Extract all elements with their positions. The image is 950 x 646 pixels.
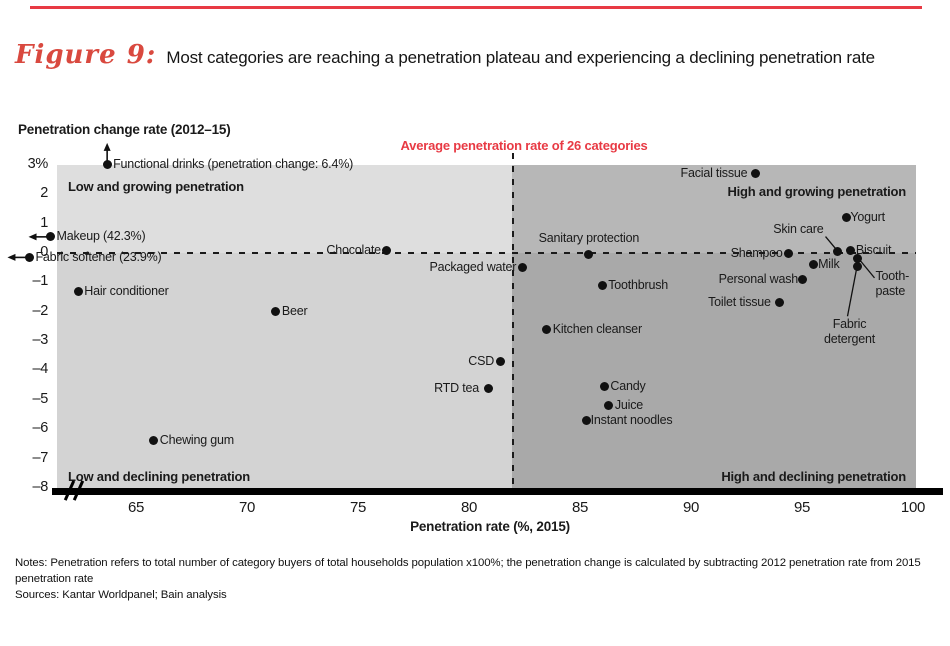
point-label-facial-tissue: Facial tissue xyxy=(680,166,748,181)
point-label-instant-noodles: Instant noodles xyxy=(590,412,673,427)
x-tick-90: 90 xyxy=(682,499,700,516)
y-tick--3: –3 xyxy=(32,332,48,349)
quadrant-high-growing xyxy=(512,165,916,253)
x-tick-80: 80 xyxy=(460,499,478,516)
point-dot-instant-noodles xyxy=(582,415,592,425)
point-dot-makeup xyxy=(46,232,56,242)
quadrant-low-growing xyxy=(57,165,512,253)
point-dot-csd xyxy=(495,357,505,367)
point-dot-shampoo xyxy=(784,248,794,258)
zero-change-dashed-line xyxy=(57,252,916,254)
y-tick--8: –8 xyxy=(32,478,48,495)
average-line-label: Average penetration rate of 26 categorie… xyxy=(400,138,648,153)
y-tick-3: 3% xyxy=(27,155,49,172)
point-label-toothpaste: Tooth- paste xyxy=(875,268,910,298)
y-tick-0: 0 xyxy=(40,244,48,260)
point-label-juice: Juice xyxy=(614,398,644,413)
point-dot-fabric-softener xyxy=(24,252,34,262)
y-tick--6: –6 xyxy=(32,420,48,437)
y-axis-title: Penetration change rate (2012–15) xyxy=(18,122,231,137)
y-tick-1: 1 xyxy=(40,214,48,231)
point-dot-kitchen-cleanser xyxy=(542,324,552,334)
point-label-chewing-gum: Chewing gum xyxy=(159,433,234,448)
point-dot-milk xyxy=(808,260,818,270)
point-label-hair-conditioner: Hair conditioner xyxy=(84,283,169,298)
y-tick--7: –7 xyxy=(32,449,48,466)
average-penetration-dashed-line xyxy=(512,153,514,488)
point-label-skin-care: Skin care xyxy=(773,221,824,236)
point-dot-biscuit xyxy=(846,245,856,255)
x-axis-title: Penetration rate (%, 2015) xyxy=(410,519,570,534)
point-label-fabric-softener: Fabric softener (23.9%) xyxy=(35,249,162,264)
point-label-csd: CSD xyxy=(468,354,495,369)
x-tick-70: 70 xyxy=(238,499,256,516)
point-label-functional-drinks: Functional drinks (penetration change: 6… xyxy=(113,157,354,172)
point-dot-chocolate xyxy=(382,245,392,255)
y-tick--4: –4 xyxy=(32,361,48,378)
x-tick-65: 65 xyxy=(127,499,145,516)
point-dot-toothbrush xyxy=(597,280,607,290)
point-label-candy: Candy xyxy=(610,379,646,394)
point-label-packaged-water: Packaged water xyxy=(429,260,517,275)
point-label-biscuit: Biscuit xyxy=(855,242,892,257)
point-dot-sanitary-protection xyxy=(584,249,594,259)
y-tick-2: 2 xyxy=(40,185,48,202)
figure-title: Most categories are reaching a penetrati… xyxy=(166,48,875,67)
point-label-toilet-tissue: Toilet tissue xyxy=(708,295,771,310)
point-dot-toothpaste xyxy=(853,254,862,264)
x-tick-95: 95 xyxy=(793,499,811,516)
notes-block: Notes: Penetration refers to total numbe… xyxy=(15,556,945,604)
point-dot-functional-drinks xyxy=(102,160,112,170)
point-label-milk: Milk xyxy=(818,257,840,272)
quadrant-low-declining xyxy=(57,253,512,488)
point-dot-beer xyxy=(271,307,281,317)
point-dot-juice xyxy=(604,401,614,411)
point-dot-chewing-gum xyxy=(149,436,159,446)
point-label-kitchen-cleanser: Kitchen cleanser xyxy=(552,321,642,336)
y-tick--1: –1 xyxy=(32,273,48,290)
quadrant-label-low-growing: Low and growing penetration xyxy=(68,179,244,194)
point-label-beer: Beer xyxy=(281,304,308,319)
x-tick-85: 85 xyxy=(571,499,589,516)
quadrant-label-high-growing: High and growing penetration xyxy=(727,184,906,199)
point-dot-hair-conditioner xyxy=(73,286,83,296)
point-dot-fabric-detergent xyxy=(853,261,862,271)
point-dot-rtd-tea xyxy=(484,383,494,393)
y-tick--5: –5 xyxy=(32,390,48,407)
point-label-shampoo: Shampoo xyxy=(730,245,783,260)
point-dot-facial-tissue xyxy=(750,169,760,179)
quadrant-high-declining xyxy=(512,253,916,488)
point-dot-personal-wash xyxy=(797,274,807,284)
point-label-yogurt: Yogurt xyxy=(850,210,885,225)
point-dot-candy xyxy=(599,382,609,392)
x-axis-line xyxy=(52,488,943,495)
point-label-toothbrush: Toothbrush xyxy=(608,277,669,292)
point-label-fabric-detergent: Fabric detergent xyxy=(823,317,876,347)
point-dot-yogurt xyxy=(841,213,851,223)
point-label-rtd-tea: RTD tea xyxy=(434,380,479,395)
point-label-sanitary-protection: Sanitary protection xyxy=(538,231,640,246)
quadrant-label-low-declining: Low and declining penetration xyxy=(68,469,250,484)
point-label-makeup: Makeup (42.3%) xyxy=(56,229,146,244)
point-dot-packaged-water xyxy=(517,263,527,273)
point-dot-skin-care xyxy=(833,247,843,257)
quadrant-label-high-declining: High and declining penetration xyxy=(721,469,906,484)
x-tick-100: 100 xyxy=(900,499,926,516)
y-tick--2: –2 xyxy=(32,302,48,319)
notes-text: Notes: Penetration refers to total numbe… xyxy=(15,557,921,585)
point-label-personal-wash: Personal wash xyxy=(718,271,799,286)
figure-title-row: Figure 9: Most categories are reaching a… xyxy=(15,40,940,70)
figure-label: Figure 9: xyxy=(15,40,157,70)
top-rule xyxy=(30,6,922,9)
point-dot-toilet-tissue xyxy=(775,298,785,308)
x-tick-75: 75 xyxy=(349,499,367,516)
point-label-chocolate: Chocolate xyxy=(326,242,381,257)
sources-text: Sources: Kantar Worldpanel; Bain analysi… xyxy=(15,588,227,601)
